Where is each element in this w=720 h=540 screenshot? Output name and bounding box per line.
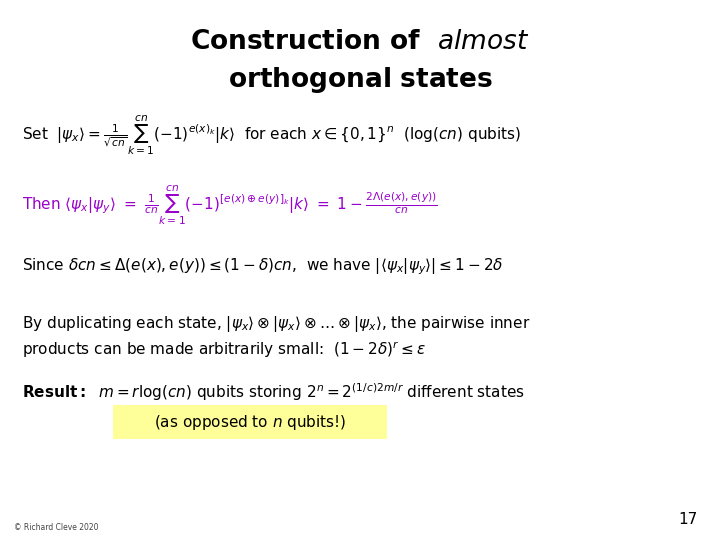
Text: $\mathbf{Construction\ of}$  $\boldsymbol{\mathit{almost}}$: $\mathbf{Construction\ of}$ $\boldsymbol… [190, 29, 530, 55]
Text: Since $\delta cn \leq \Delta(e(x),e(y)) \leq (1-\delta)cn$,  we have $|\langle\p: Since $\delta cn \leq \Delta(e(x),e(y)) … [22, 256, 503, 278]
Text: 17: 17 [679, 512, 698, 528]
Text: (as opposed to $n$ qubits!): (as opposed to $n$ qubits!) [154, 413, 346, 431]
Text: products can be made arbitrarily small:  $(1-2\delta)^r \leq \varepsilon$: products can be made arbitrarily small: … [22, 340, 426, 360]
Text: $\mathbf{Result:}$  $m = r\log(cn)$ qubits storing $2^n = 2^{(1/c)2m/r}$ differe: $\mathbf{Result:}$ $m = r\log(cn)$ qubit… [22, 381, 525, 403]
FancyBboxPatch shape [113, 405, 387, 439]
Text: © Richard Cleve 2020: © Richard Cleve 2020 [14, 523, 99, 532]
Text: Then $\langle\psi_x|\psi_y\rangle \ = \ \frac{1}{cn}\sum_{k=1}^{cn}(-1)^{[e(x)\o: Then $\langle\psi_x|\psi_y\rangle \ = \ … [22, 183, 438, 227]
Text: By duplicating each state, $|\psi_x\rangle\otimes|\psi_x\rangle\otimes\ldots\oti: By duplicating each state, $|\psi_x\rang… [22, 314, 531, 334]
Text: Set  $|\psi_x\rangle = \frac{1}{\sqrt{cn}}\sum_{k=1}^{cn}(-1)^{e(x)_k}|k\rangle$: Set $|\psi_x\rangle = \frac{1}{\sqrt{cn}… [22, 113, 521, 157]
Text: $\mathbf{orthogonal\ states}$: $\mathbf{orthogonal\ states}$ [228, 65, 492, 95]
